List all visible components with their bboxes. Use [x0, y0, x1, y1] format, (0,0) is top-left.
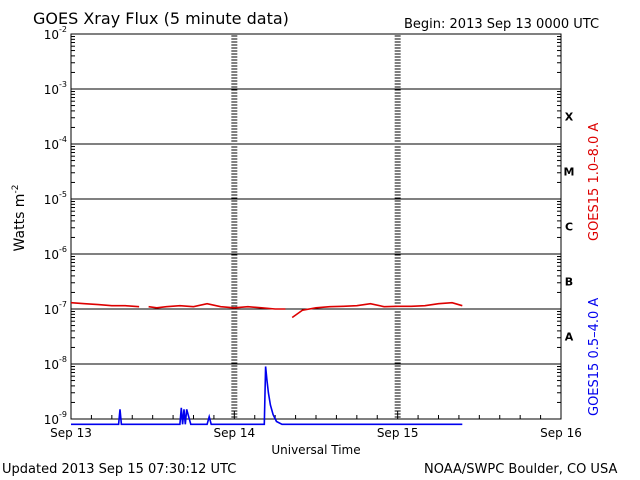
x-axis-label: Universal Time: [271, 443, 360, 457]
flare-class-label: C: [565, 221, 573, 234]
flare-class-labels: X M C B A: [564, 111, 575, 344]
y-axis-label: Watts m-2: [11, 185, 28, 252]
y-tick-mantissa: 10: [44, 248, 59, 262]
y-tick-label: 10-8: [44, 355, 67, 372]
y-tick-label: 10-4: [44, 135, 67, 152]
y-axis-label-text: Watts m: [12, 194, 28, 252]
y-tick-exponent: -3: [59, 80, 67, 89]
y-tick-exponent: -5: [59, 190, 67, 199]
day-tick-marks: [231, 35, 401, 418]
y-tick-exponent: -2: [59, 25, 67, 34]
plot-frame: [70, 33, 562, 420]
x-tick-label: Sep 16: [540, 426, 582, 440]
legend-long-channel: GOES15 1.0–8.0 A: [587, 123, 602, 241]
y-tick-label: 10-7: [44, 300, 67, 317]
y-tick-mantissa: 10: [44, 28, 59, 42]
flare-class-label: B: [565, 276, 573, 289]
y-axis-ticks: 10-210-310-410-510-610-710-810-9: [44, 25, 561, 427]
y-tick-mantissa: 10: [44, 193, 59, 207]
y-tick-exponent: -9: [59, 410, 67, 419]
x-axis-ticks: Sep 13 Sep 14 Sep 15 Sep 16: [50, 411, 582, 440]
series-long-channel: [70, 301, 463, 319]
x-tick-label: Sep 13: [50, 426, 92, 440]
flare-class-label: M: [564, 166, 575, 179]
y-axis-label-exp: -2: [11, 185, 21, 194]
y-tick-mantissa: 10: [44, 413, 59, 427]
legend-short-channel: GOES15 0.5–4.0 A: [587, 298, 602, 416]
y-tick-label: 10-6: [44, 245, 67, 262]
x-tick-label: Sep 14: [213, 426, 255, 440]
flare-class-label: X: [565, 111, 574, 124]
begin-label: Begin: 2013 Sep 13 0000 UTC: [404, 17, 599, 32]
chart-title: GOES Xray Flux (5 minute data): [33, 9, 289, 28]
y-tick-exponent: -6: [59, 245, 67, 254]
updated-timestamp: Updated 2013 Sep 15 07:30:12 UTC: [2, 462, 236, 477]
y-tick-exponent: -7: [59, 300, 67, 309]
y-tick-mantissa: 10: [44, 138, 59, 152]
x-tick-label: Sep 15: [377, 426, 419, 440]
y-tick-mantissa: 10: [44, 303, 59, 317]
y-tick-exponent: -4: [59, 135, 67, 144]
credit-label: NOAA/SWPC Boulder, CO USA: [424, 462, 617, 477]
y-tick-mantissa: 10: [44, 83, 59, 97]
flare-class-label: A: [565, 331, 574, 344]
y-tick-label: 10-5: [44, 190, 67, 207]
y-tick-label: 10-9: [44, 410, 67, 427]
y-tick-label: 10-3: [44, 80, 67, 97]
y-tick-mantissa: 10: [44, 358, 59, 372]
decade-grid: [71, 88, 561, 365]
y-tick-label: 10-2: [44, 25, 67, 42]
series-short-channel: [71, 366, 463, 426]
y-tick-exponent: -8: [59, 355, 67, 364]
